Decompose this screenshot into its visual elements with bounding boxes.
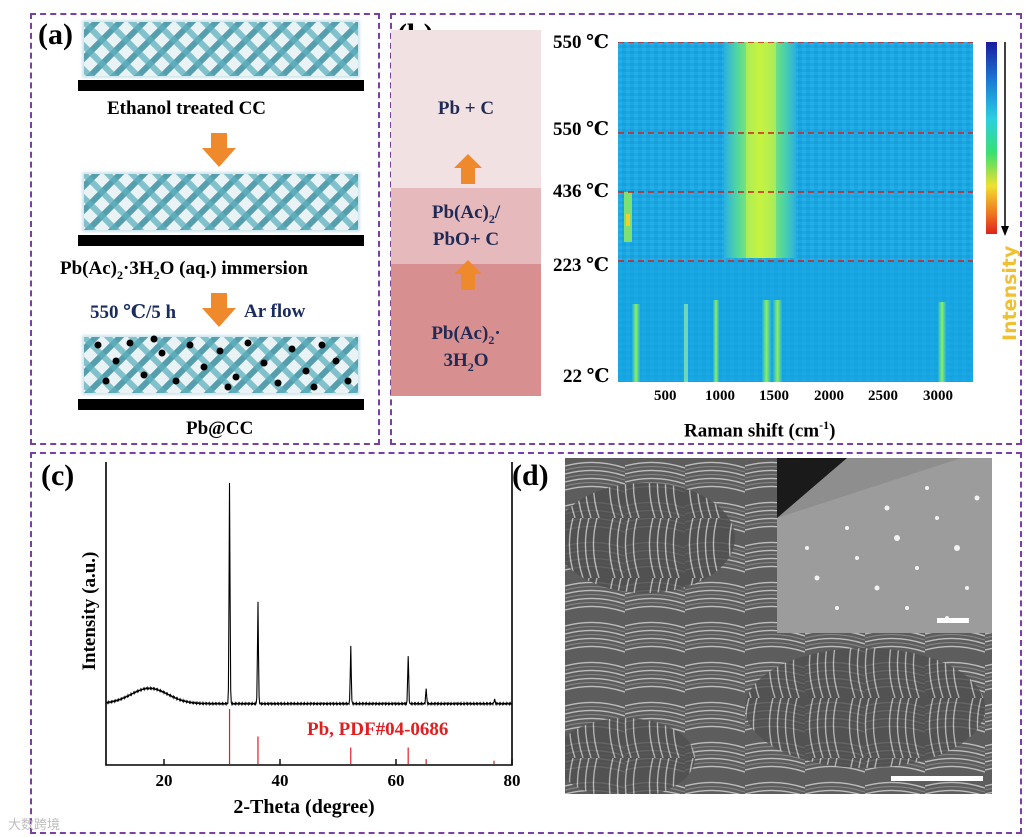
raman-x-ticks: 500 1000 1500 2000 2500 3000 <box>618 388 978 408</box>
stage-hydrate-line2: 3H2O <box>443 348 488 375</box>
x-tick: 2500 <box>868 388 898 404</box>
panel-c <box>30 452 1022 834</box>
up-arrow-icon <box>454 260 482 290</box>
stage-text: 3H <box>443 350 468 371</box>
panel-a-label: (a) <box>38 18 73 51</box>
stage-sub: 2 <box>488 211 495 226</box>
temp-label-550: 550 ℃ <box>553 119 610 140</box>
stage-pbac-pbo-line2: PbO+ C <box>432 228 500 250</box>
peak-930 <box>713 300 719 382</box>
stage-pb-c-label: Pb + C <box>437 98 495 120</box>
panel-d-label: (d) <box>512 459 549 492</box>
xrd-x-tick-label: 20 <box>156 771 173 790</box>
step3-caption: Pb@CC <box>186 418 254 439</box>
xlabel-text: Raman shift (cm <box>684 420 820 442</box>
step2-text-b: ·3H <box>122 258 154 279</box>
stage-sub: 2 <box>488 332 495 347</box>
xrd-x-tick-label: 40 <box>272 771 289 790</box>
xrd-legend: Pb, PDF#04-0686 <box>307 719 449 740</box>
raman-x-label: Raman shift (cm-1) <box>684 418 835 442</box>
step2-sub-b: 2 <box>153 267 160 282</box>
peak-200 <box>632 304 640 382</box>
inset-scale-bar <box>937 618 969 623</box>
raman-heatmap <box>618 42 973 382</box>
peak-1320 <box>762 300 771 382</box>
step2-text-c: O (aq.) immersion <box>159 258 308 279</box>
pb-particles <box>94 335 352 391</box>
stage-text: Pb(Ac) <box>431 323 489 345</box>
fiber-cloth-ethanol-illustration <box>78 20 364 91</box>
down-arrow-icon <box>202 133 236 167</box>
peak-2940 <box>938 302 946 382</box>
xrd-x-tick-label: 60 <box>388 771 405 790</box>
temp-label-436: 436 ℃ <box>553 181 610 202</box>
step2-text-a: Pb(Ac) <box>60 258 117 279</box>
sem-inset <box>777 458 992 633</box>
watermark: 大数跨境 <box>8 818 61 833</box>
xrd-pattern-line <box>105 482 513 707</box>
xrd-y-label: Intensity (a.u.) <box>79 551 100 671</box>
stage-text: O <box>473 350 489 371</box>
temp-label-22: 22 ℃ <box>563 366 610 387</box>
xlabel-end: ) <box>829 420 836 442</box>
down-arrow-icon <box>202 293 236 327</box>
x-tick: 1500 <box>759 388 789 404</box>
stage-text: Pb(Ac) <box>431 201 489 223</box>
step1-caption: Ethanol treated CC <box>107 98 267 119</box>
stage-text: / <box>494 201 501 223</box>
panel-c-label: (c) <box>41 459 75 492</box>
pb-cc-illustration <box>78 335 364 410</box>
step2-sub-a: 2 <box>116 267 123 282</box>
fiber-cloth-immersion-illustration <box>78 172 364 246</box>
stage-text: · <box>494 323 501 345</box>
sem-scale-bar <box>891 776 983 781</box>
xlabel-sup: -1 <box>819 418 830 432</box>
stage-hydrate-line1: Pb(Ac)2· <box>431 321 500 348</box>
sem-image <box>565 458 992 794</box>
x-tick: 3000 <box>923 388 953 404</box>
condition-temperature: 550 ℃/5 h <box>90 302 177 323</box>
stage-sub: 2 <box>467 359 474 374</box>
condition-gas: Ar flow <box>244 301 306 322</box>
temp-label-223: 223 ℃ <box>553 255 610 276</box>
temp-label-550-top: 550 ℃ <box>553 32 610 53</box>
stage-pbac-pbo: Pb(Ac)2/ PbO+ C <box>391 188 541 264</box>
peak-1410 <box>773 300 782 382</box>
panel-a <box>30 13 380 445</box>
x-tick: 1000 <box>705 388 735 404</box>
peak-660 <box>684 304 688 382</box>
x-tick: 2000 <box>814 388 844 404</box>
xrd-x-tick-label: 80 <box>504 771 521 790</box>
intensity-colorbar <box>986 42 1009 236</box>
step2-caption: Pb(Ac)2·3H2O (aq.) immersion <box>60 258 308 283</box>
xrd-x-label: 2-Theta (degree) <box>233 796 374 818</box>
stage-pbac-pbo-line1: Pb(Ac)2/ <box>432 200 500 227</box>
up-arrow-icon <box>454 154 482 184</box>
reaction-stages: Pb + C Pb(Ac)2/ PbO+ C Pb(Ac)2· 3H2O <box>391 30 541 396</box>
xrd-axes <box>105 462 513 766</box>
x-tick: 500 <box>654 388 677 404</box>
